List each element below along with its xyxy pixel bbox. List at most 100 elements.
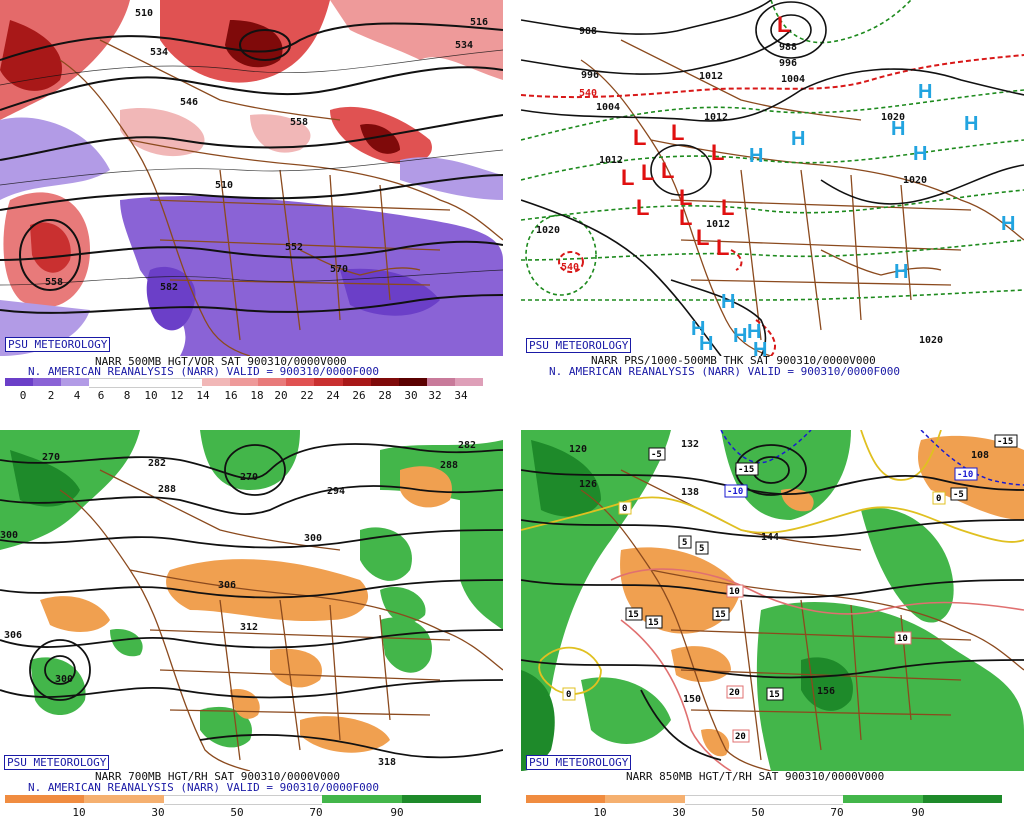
temp-label-box: 15 [645,615,663,629]
scale-label: 14 [196,389,210,402]
scale-label: 20 [274,389,288,402]
scale-label: 30 [151,806,165,819]
high-pressure-marker: H [699,333,713,355]
map-label: 540 [561,262,579,273]
temp-label-box: 0 [562,687,576,701]
temp-label-box: 15 [625,607,643,621]
panel-caption-product: NARR 500MB HGT/VOR SAT 900310/0000V000 [95,355,347,368]
high-pressure-marker: H [721,291,735,313]
high-pressure-marker: H [913,143,927,165]
scale-swatch [401,795,481,803]
temp-label-box: -10 [954,467,978,481]
scale-label: 4 [73,389,81,402]
map-label: 996 [779,58,797,69]
scale-swatch [242,795,323,805]
temp-label-box: -15 [735,462,759,476]
map-label: 20 [729,688,740,698]
map-label: 558 [290,117,308,128]
rh-scale-labels: 10 30 50 70 90 [5,806,481,819]
map-label: -10 [957,470,973,480]
scale-label: 24 [326,389,340,402]
rh-scale-labels: 10 30 50 70 90 [526,806,1002,819]
map-label: 282 [458,440,476,451]
scale-label: 8 [123,389,131,402]
map-label: 156 [817,686,835,697]
map-label: 270 [42,452,60,463]
map-label: 20 [735,732,746,742]
map-label: 582 [160,282,178,293]
scale-swatch [322,795,402,803]
scale-swatch [843,795,923,803]
low-pressure-marker: L [721,195,734,220]
high-pressure-marker: H [749,145,763,167]
scale-swatch [201,378,230,386]
scale-label: 10 [144,389,158,402]
low-pressure-marker: L [636,195,649,220]
temp-label-box: -15 [994,434,1018,448]
map-label: 15 [769,690,780,700]
map-pressure-thickness: 988 996 1004 1012 1012 1020 1020 1012 54… [521,0,1024,356]
scale-swatch [455,378,484,386]
high-pressure-marker: H [691,318,705,340]
scale-swatch [763,795,844,805]
map-label: -5 [953,490,964,500]
temp-label-box: 10 [726,584,744,598]
map-label: 120 [569,444,587,455]
scale-swatch [61,378,90,386]
map-label: 132 [681,439,699,450]
map-label: 1004 [596,102,620,113]
low-pressure-marker: L [711,140,724,165]
scale-swatch [684,795,764,805]
map-label: 558 [45,277,63,288]
panel-caption-product: NARR 700MB HGT/RH SAT 900310/0000V000 [95,770,341,783]
scale-swatch [526,795,606,803]
map-label: 300 [304,533,322,544]
temp-label-box: -5 [648,447,666,461]
scale-swatch [117,378,146,388]
panel-caption-source: N. AMERICAN REANALYSIS (NARR) VALID = 90… [28,781,379,794]
panel-caption-source: N. AMERICAN REANALYSIS (NARR) VALID = 90… [28,365,379,378]
map-label: 294 [327,486,345,497]
psu-meteorology-badge: PSU METEOROLOGY [526,338,632,353]
scale-swatch [163,795,243,805]
scale-swatch [370,378,399,386]
map-label: 534 [455,40,473,51]
psu-meteorology-badge: PSU METEOROLOGY [526,755,632,770]
scale-label: 16 [224,389,238,402]
map-label: 15 [628,610,639,620]
scale-label: 90 [911,806,925,819]
map-label: 1020 [919,335,943,346]
map-label: 510 [215,180,233,191]
scale-swatch [230,378,259,386]
scale-label: 70 [309,806,323,819]
scale-swatch [286,378,315,386]
map-label: 510 [135,8,153,19]
map-label: 0 [622,504,627,514]
map-label: 1020 [536,225,560,236]
scale-label: 10 [72,806,86,819]
scale-label: 6 [97,389,105,402]
panel-caption-source: N. AMERICAN REANALYSIS (NARR) VALID = 90… [549,365,900,378]
panel-caption-product: NARR 850MB HGT/T/RH SAT 900310/0000V000 [626,770,885,783]
low-pressure-marker: L [661,158,674,183]
map-label: 282 [148,458,166,469]
vorticity-color-scale [5,378,484,388]
map-label: -5 [651,450,662,460]
scale-swatch [145,378,174,388]
map-label: 534 [150,47,168,58]
high-pressure-marker: H [791,128,805,150]
panel-700mb-rh: 270 282 288 270 294 282 288 300 306 312 … [0,430,503,819]
map-label: 546 [180,97,198,108]
scale-label: 32 [428,389,442,402]
high-pressure-marker: H [753,339,767,356]
map-label: 1012 [599,155,623,166]
map-label: 0 [566,690,571,700]
rh-color-scale [5,795,481,805]
map-label: -15 [997,437,1013,447]
map-label: 516 [470,17,488,28]
scale-label: 28 [378,389,392,402]
low-pressure-marker: L [671,120,684,145]
low-pressure-marker: L [696,225,709,250]
panel-pressure-thickness: 988 996 1004 1012 1012 1020 1020 1012 54… [521,0,1024,402]
map-label: 1020 [903,175,927,186]
